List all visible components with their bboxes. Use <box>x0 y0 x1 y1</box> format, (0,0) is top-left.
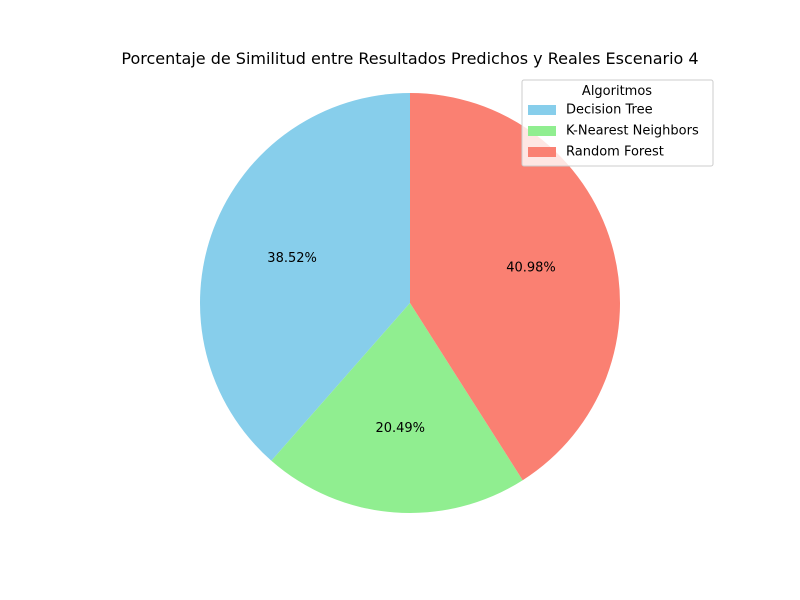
legend-swatch-decision-tree <box>528 105 556 115</box>
legend-label-random-forest: Random Forest <box>566 145 664 160</box>
slice-label-random-forest: 40.98% <box>506 260 556 275</box>
legend-swatch-random-forest <box>528 147 556 157</box>
legend: Algoritmos Decision Tree K-Nearest Neighb… <box>521 79 714 167</box>
slice-label-decision-tree: 38.52% <box>267 251 317 266</box>
pie-slice-labels: 38.52% 20.49% 40.98% <box>267 251 555 436</box>
chart-title: Porcentaje de Similitud entre Resultados… <box>121 49 698 68</box>
slice-label-k-nearest-neighbors: 20.49% <box>375 421 425 436</box>
pie-slices <box>200 93 621 513</box>
pie-slice-k-nearest-neighbors <box>271 303 523 513</box>
pie-slice-random-forest <box>410 93 621 481</box>
legend-box <box>521 79 714 167</box>
legend-label-k-nearest-neighbors: K-Nearest Neighbors <box>566 124 699 139</box>
legend-label-decision-tree: Decision Tree <box>566 103 653 118</box>
pie-slice-decision-tree <box>200 93 410 461</box>
legend-swatch-k-nearest-neighbors <box>528 126 556 136</box>
legend-title: Algoritmos <box>582 84 652 99</box>
legend-entries: Decision Tree K-Nearest Neighbors Random F… <box>528 103 699 160</box>
